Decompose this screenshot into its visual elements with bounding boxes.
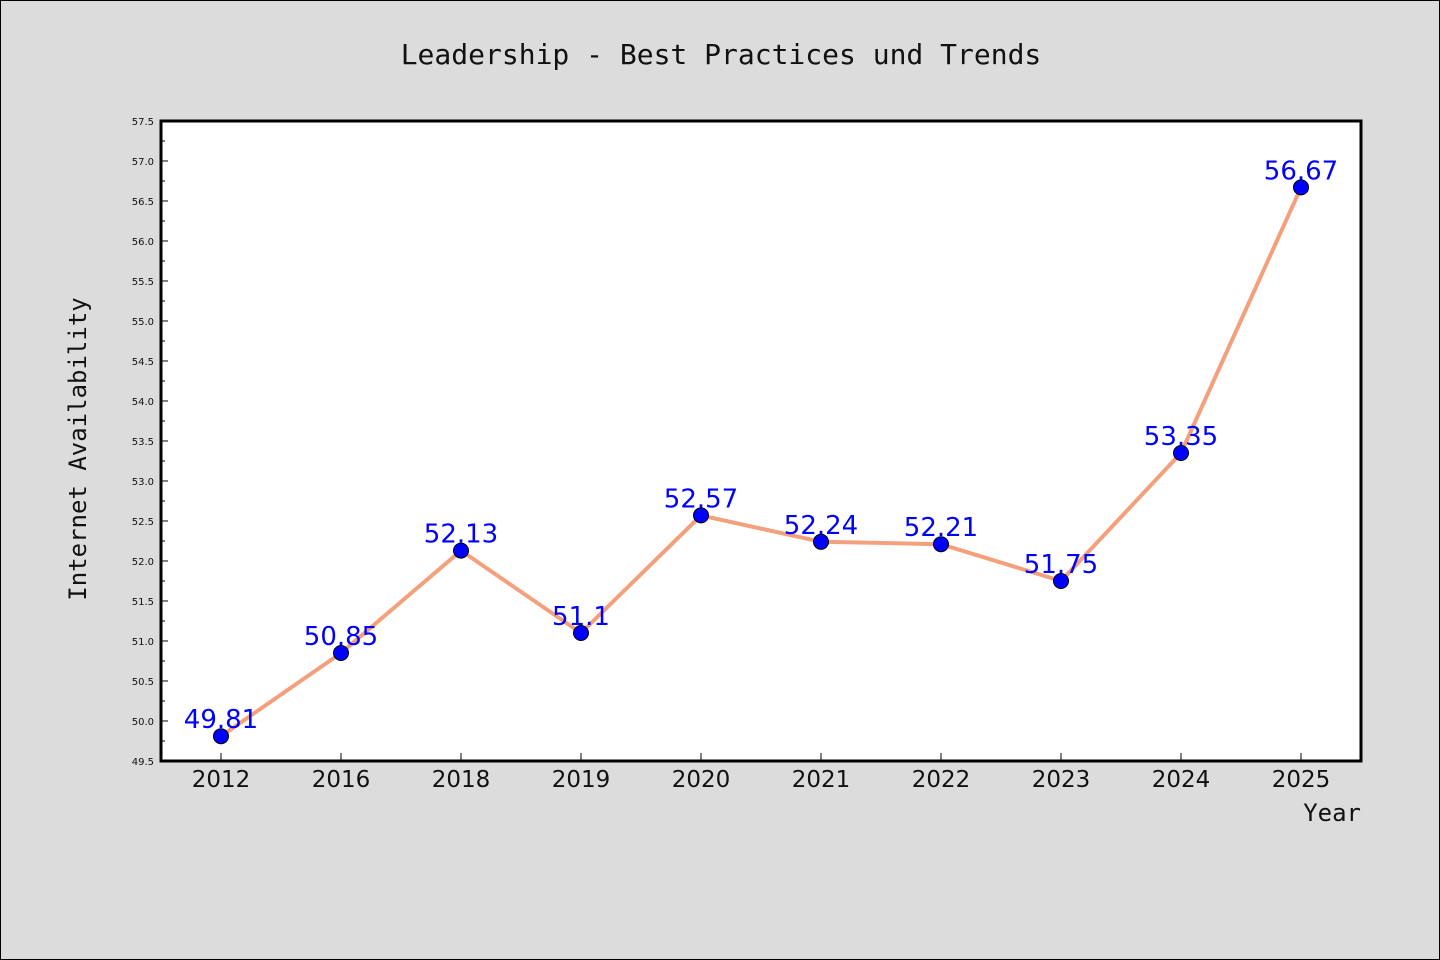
- data-point: [933, 536, 949, 553]
- y-tick-label: 57.5: [132, 117, 154, 128]
- y-axis-label: Internet Availability: [64, 297, 92, 600]
- series-line: [219, 185, 1303, 739]
- data-point: [333, 645, 349, 661]
- x-axis: 2012 2016 2018 2019 2020 2021 2022 2023 2024 2025: [192, 753, 1331, 793]
- data-label: 52.57: [664, 484, 738, 514]
- data-labels: 49.81 50.85 52.13 51.1 52.57 52.24 52.21 51.75 5…: [184, 156, 1338, 735]
- y-tick-label: 56.5: [132, 197, 154, 208]
- data-point: [1293, 179, 1309, 196]
- data-label: 50.85: [304, 622, 378, 652]
- data-label: 49.81: [184, 705, 258, 735]
- y-tick-label: 55.5: [132, 277, 154, 288]
- data-point: [573, 625, 589, 641]
- y-tick-label: 53.5: [132, 437, 154, 448]
- x-tick-label: 2019: [552, 767, 611, 793]
- series-layer: [213, 179, 1309, 745]
- y-tick-label: 52.5: [132, 517, 154, 528]
- y-tick-label: 51.0: [132, 637, 154, 648]
- x-tick-label: 2021: [792, 767, 851, 793]
- x-tick-label: 2016: [312, 767, 371, 793]
- data-point: [1173, 445, 1189, 461]
- x-tick-label: 2024: [1152, 767, 1211, 793]
- y-tick-label: 54.5: [132, 357, 154, 368]
- data-label: 52.13: [424, 520, 498, 550]
- plot-area: [159, 119, 1363, 763]
- y-tick-label: 54.0: [132, 397, 154, 408]
- data-label: 51.75: [1024, 550, 1098, 580]
- y-tick-label: 55.0: [132, 317, 154, 328]
- x-tick-label: 2023: [1032, 767, 1091, 793]
- chart-title: Leadership - Best Practices und Trends: [401, 38, 1042, 71]
- x-tick-label: 2018: [432, 767, 491, 793]
- y-tick-label: 50.5: [132, 677, 154, 688]
- data-label: 52.21: [904, 513, 978, 543]
- y-axis: 49.5 50.0 50.5 51.0 51.5 52.0 52.5 53.0 53.5 54.0…: [132, 117, 168, 768]
- data-label: 52.24: [784, 511, 858, 541]
- y-tick-label: 56.0: [132, 237, 154, 248]
- data-point: [813, 533, 829, 550]
- data-label: 53.35: [1144, 422, 1218, 452]
- y-tick-label: 53.0: [132, 477, 154, 488]
- x-tick-label: 2020: [672, 767, 731, 793]
- data-label: 51.1: [552, 602, 610, 632]
- data-point: [693, 507, 709, 524]
- data-point: [453, 542, 469, 559]
- data-label: 56.67: [1264, 156, 1338, 186]
- y-tick-label: 57.0: [132, 157, 154, 168]
- x-tick-label: 2022: [912, 767, 971, 793]
- data-point: [1053, 573, 1069, 589]
- data-point: [213, 728, 229, 745]
- x-axis-label: Year: [1303, 799, 1361, 827]
- y-tick-label: 49.5: [132, 757, 154, 768]
- y-tick-label: 50.0: [132, 717, 154, 728]
- x-tick-label: 2012: [192, 767, 251, 793]
- y-tick-label: 51.5: [132, 597, 154, 608]
- y-tick-label: 52.0: [132, 557, 154, 568]
- x-tick-label: 2025: [1272, 767, 1331, 793]
